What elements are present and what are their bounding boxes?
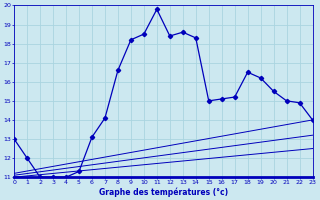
X-axis label: Graphe des températures (°c): Graphe des températures (°c) bbox=[99, 187, 228, 197]
